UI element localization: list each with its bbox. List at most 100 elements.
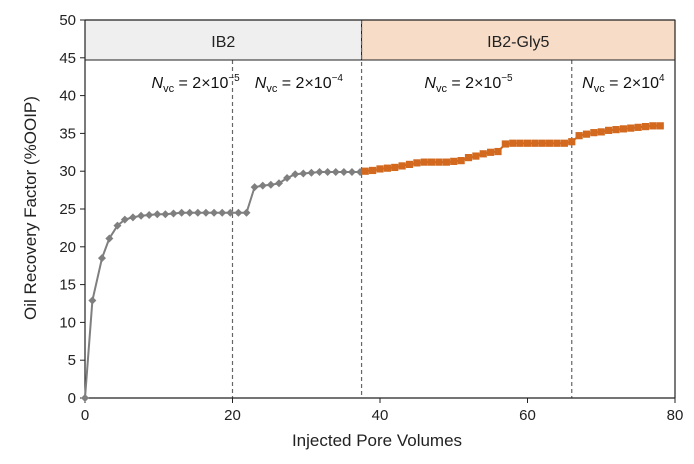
series-1-point-17 — [487, 148, 495, 156]
series-0-point-8 — [145, 211, 154, 220]
series-1-point-19 — [501, 140, 509, 148]
series-0-point-0 — [81, 394, 89, 402]
series-0-point-2 — [97, 254, 106, 263]
series-0-point-12 — [177, 208, 186, 217]
x-tick-label-2: 40 — [372, 407, 389, 424]
series-0-point-18 — [226, 208, 235, 217]
series-1-point-36 — [627, 124, 635, 132]
y-tick-label-5: 25 — [59, 201, 76, 218]
series-1-point-31 — [590, 129, 598, 137]
series-1-point-28 — [568, 138, 576, 146]
series-1-point-12 — [450, 157, 458, 165]
series-0-point-22 — [258, 181, 267, 190]
series-1-point-23 — [531, 139, 539, 147]
series-1-point-13 — [457, 157, 465, 165]
series-1-point-1 — [369, 166, 377, 175]
series-0-point-6 — [128, 213, 137, 222]
series-1-point-33 — [605, 126, 613, 134]
series-1-point-3 — [383, 164, 391, 172]
series-1-point-11 — [442, 158, 450, 166]
series-0-point-33 — [347, 167, 356, 176]
series-0-point-29 — [315, 167, 324, 176]
phase-label-0: IB2 — [211, 34, 235, 51]
series-0-point-5 — [120, 215, 129, 224]
series-1-point-29 — [575, 132, 583, 140]
y-tick-label-9: 45 — [59, 50, 76, 67]
y-tick-label-4: 20 — [59, 239, 76, 256]
labels-layer: Nvc = 2×10−5 Nvc = 2×10−4 Nvc = 2×10−5 Nvc … — [152, 73, 666, 95]
series-0-point-14 — [193, 208, 202, 217]
phase-dividers — [231, 20, 573, 398]
series-0-point-10 — [161, 210, 170, 219]
series-1-point-26 — [553, 139, 561, 147]
series-1-point-21 — [516, 139, 524, 147]
nvc-annotation-0: Nvc = 2×10−5 — [152, 73, 241, 95]
series-1-point-40 — [656, 122, 664, 130]
series-1-point-0 — [361, 167, 369, 175]
series-0-line — [84, 171, 361, 399]
x-tick-label-3: 60 — [519, 407, 536, 424]
phase-label-1: IB2-Gly5 — [487, 34, 549, 51]
series-1-point-8 — [420, 158, 428, 166]
series-0-point-30 — [323, 167, 332, 176]
series-1-point-27 — [560, 139, 568, 147]
series-1-point-18 — [494, 147, 502, 156]
series-0-point-19 — [234, 208, 243, 217]
x-axis-title: Injected Pore Volumes — [292, 431, 462, 450]
series-1-point-5 — [398, 162, 406, 170]
y-tick-label-0: 0 — [68, 390, 76, 407]
nvc-annotation-1: Nvc = 2×10−4 — [255, 73, 344, 95]
series-1-point-10 — [435, 158, 443, 166]
series-0-point-3 — [105, 234, 114, 243]
y-tick-label-1: 5 — [68, 352, 76, 369]
x-tick-label-0: 0 — [81, 407, 89, 424]
series-0-point-24 — [274, 179, 283, 188]
x-tick-label-1: 20 — [224, 407, 241, 424]
phase-band-1 — [361, 19, 676, 61]
series-0-point-4 — [113, 221, 122, 230]
y-tick-label-7: 35 — [59, 125, 76, 142]
series-1-point-4 — [391, 163, 399, 172]
series-0-point-31 — [331, 167, 340, 176]
series-1-point-9 — [428, 158, 436, 166]
series-0-point-11 — [169, 209, 178, 218]
series-0-point-1 — [88, 296, 97, 305]
series-1-point-30 — [582, 130, 591, 138]
y-tick-label-3: 15 — [59, 277, 76, 294]
series-1-point-15 — [472, 152, 480, 160]
series-0-point-20 — [242, 208, 251, 217]
series-0-point-16 — [210, 208, 219, 217]
series-0-point-27 — [299, 169, 308, 178]
series-1-point-25 — [546, 139, 554, 147]
series-1-point-24 — [538, 139, 546, 147]
series-1-point-14 — [464, 153, 473, 162]
series-0-point-9 — [153, 210, 162, 219]
y-axis-title: Oil Recovery Factor (%OOIP) — [21, 96, 40, 320]
series-0-point-7 — [137, 211, 146, 220]
series-0-point-28 — [307, 168, 316, 177]
x-tick-label-4: 80 — [667, 407, 684, 424]
series-0-point-25 — [283, 174, 292, 183]
series-1-point-38 — [641, 122, 650, 131]
series-1-point-32 — [597, 128, 605, 136]
series-0-point-23 — [266, 180, 275, 189]
series-0-point-15 — [201, 208, 210, 217]
axes: 0 5 10 15 20 25 30 35 40 45 50 0 20 40 60 80 — [59, 12, 683, 424]
series-layer — [81, 122, 664, 402]
y-tick-label-10: 50 — [59, 12, 76, 29]
phase-header: IB2 IB2-Gly5 — [84, 19, 676, 61]
series-1-point-20 — [509, 139, 517, 147]
series-0-point-32 — [339, 167, 348, 176]
series-1-point-39 — [649, 122, 657, 130]
y-tick-label-6: 30 — [59, 163, 76, 180]
series-1-point-22 — [523, 139, 532, 147]
series-1-point-7 — [413, 159, 421, 167]
nvc-annotation-3: Nvc = 2×104 — [582, 73, 665, 95]
series-1-point-37 — [634, 123, 642, 131]
series-0-point-26 — [291, 170, 300, 179]
y-tick-label-8: 40 — [59, 88, 76, 105]
series-1-point-2 — [376, 165, 384, 173]
y-tick-label-2: 10 — [59, 314, 76, 331]
series-0-point-13 — [185, 208, 194, 217]
